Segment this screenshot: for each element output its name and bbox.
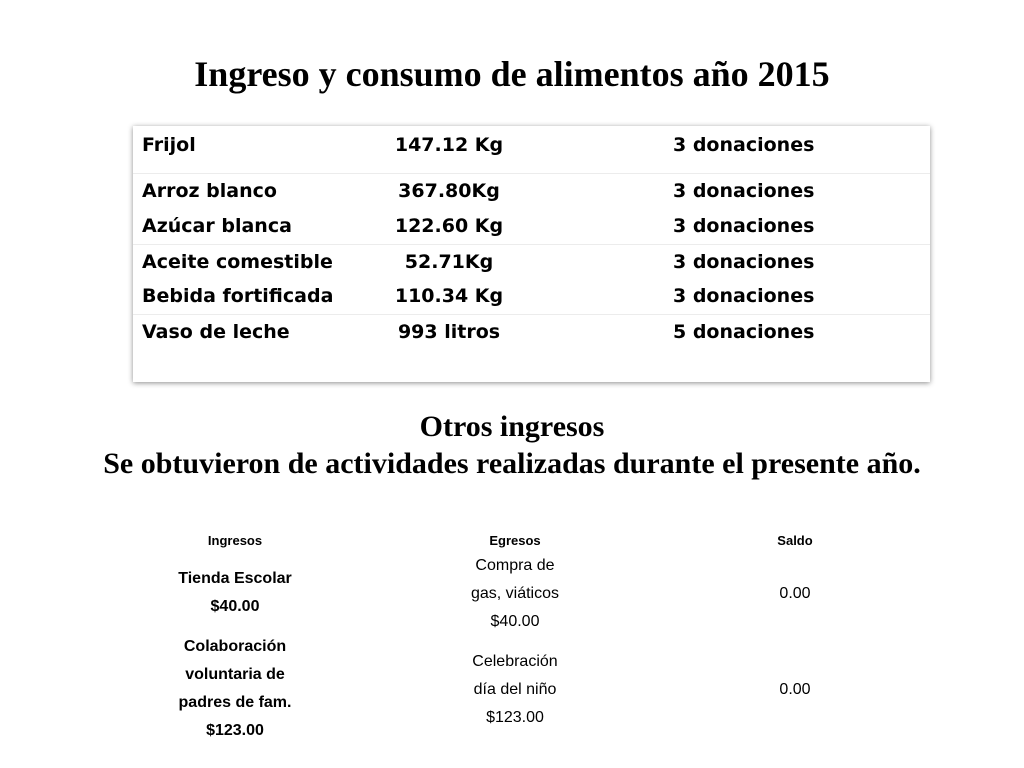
otros-ingresos-heading: Otros ingresos (419, 410, 605, 443)
food-donations: 3 donaciones (673, 251, 815, 273)
finance-cell-ingresos: Colaboración voluntaria de padres de fam… (178, 638, 292, 739)
food-quantity: 993 litros (397, 321, 501, 343)
food-name: Arroz blanco (142, 180, 277, 202)
food-donations: 3 donaciones (673, 215, 815, 237)
food-row: Frijol 147.12 Kg 3 donaciones (133, 128, 930, 163)
food-donations: 3 donaciones (673, 134, 815, 156)
finance-cell-saldo: 0.00 (779, 681, 811, 698)
food-row: Azúcar blanca 122.60 Kg 3 donaciones (133, 209, 930, 244)
food-row: Bebida fortificada 110.34 Kg 3 donacione… (133, 279, 930, 314)
food-quantity: 147.12 Kg (394, 134, 504, 156)
finance-cell-saldo: 0.00 (779, 585, 811, 602)
food-name: Aceite comestible (142, 251, 333, 273)
food-donations: 3 donaciones (673, 180, 815, 202)
finance-cell-ingresos: Tienda Escolar $40.00 (178, 570, 292, 615)
finance-cell-egresos: Compra de gas, viáticos $40.00 (470, 557, 560, 630)
food-donations: 3 donaciones (673, 285, 815, 307)
food-row: Aceite comestible 52.71Kg 3 donaciones (133, 244, 930, 280)
food-name: Frijol (142, 134, 196, 156)
slide-title: Ingreso y consumo de alimentos año 2015 (194, 54, 830, 94)
finance-cell-egresos: Celebración día del niño $123.00 (472, 653, 558, 726)
food-quantity: 110.34 Kg (394, 285, 504, 307)
food-donations: 5 donaciones (673, 321, 815, 343)
finance-header-egresos: Egresos (489, 533, 541, 548)
food-consumption-table: Frijol 147.12 Kg 3 donaciones Arroz blan… (133, 126, 930, 382)
food-row: Arroz blanco 367.80Kg 3 donaciones (133, 173, 930, 209)
food-name: Vaso de leche (142, 321, 290, 343)
food-quantity: 367.80Kg (398, 180, 500, 202)
food-quantity: 52.71Kg (404, 251, 494, 273)
food-name: Bebida fortificada (142, 285, 334, 307)
food-name: Azúcar blanca (142, 215, 292, 237)
finance-header-ingresos: Ingresos (207, 533, 263, 548)
food-quantity: 122.60 Kg (394, 215, 504, 237)
food-row: Vaso de leche 993 litros 5 donaciones (133, 314, 930, 350)
otros-ingresos-subtitle: Se obtuvieron de actividades realizadas … (103, 447, 921, 480)
finance-header-saldo: Saldo (777, 533, 813, 548)
